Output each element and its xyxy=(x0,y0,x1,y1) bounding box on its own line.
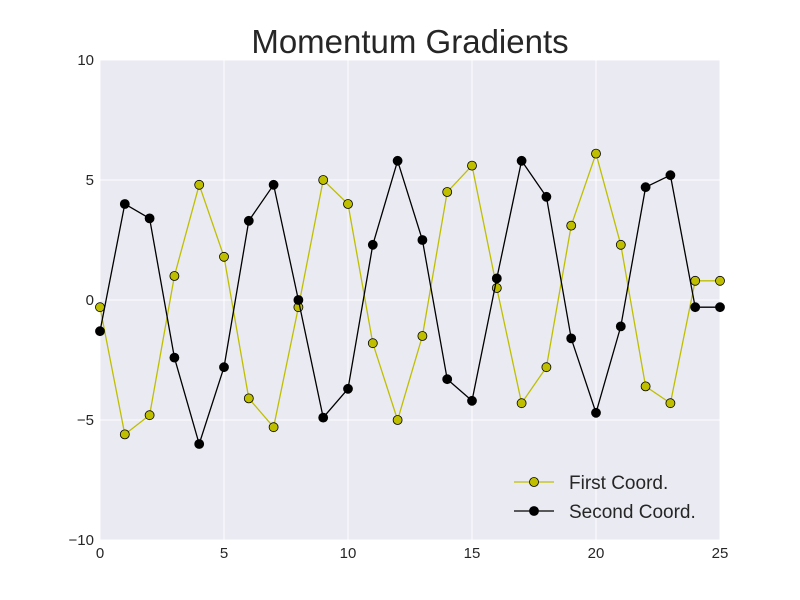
data-point xyxy=(715,302,725,313)
data-point xyxy=(318,175,329,185)
x-tick-label: 20 xyxy=(588,545,605,562)
data-point xyxy=(491,273,502,284)
data-point xyxy=(119,199,130,209)
series-layer xyxy=(95,148,725,449)
data-point xyxy=(442,187,453,197)
data-point xyxy=(268,179,279,190)
data-point xyxy=(541,362,552,373)
data-point xyxy=(219,251,229,262)
data-point xyxy=(95,302,105,313)
series-line xyxy=(99,158,720,447)
legend: First Coord. Second Coord. xyxy=(514,473,696,523)
data-point xyxy=(367,338,378,349)
legend-item: First Coord. xyxy=(514,473,668,494)
data-point xyxy=(690,275,701,286)
legend-item: Second Coord. xyxy=(514,502,696,523)
data-point xyxy=(541,191,552,202)
data-point xyxy=(119,429,130,440)
data-point xyxy=(516,398,527,409)
x-tick-label: 0 xyxy=(96,545,104,562)
data-point xyxy=(194,179,205,190)
legend-marker xyxy=(529,506,539,516)
y-tick-label: 0 xyxy=(86,292,94,309)
data-point xyxy=(467,395,477,406)
data-point xyxy=(343,383,353,394)
data-point xyxy=(243,215,254,226)
data-point xyxy=(169,271,180,281)
data-point xyxy=(591,407,601,418)
data-point xyxy=(318,412,329,423)
data-point xyxy=(367,239,378,250)
y-tick-label: 10 xyxy=(77,52,94,69)
data-point xyxy=(640,381,651,392)
data-point xyxy=(591,148,601,159)
data-point xyxy=(268,422,279,433)
data-point xyxy=(640,182,651,193)
data-point xyxy=(392,415,403,425)
data-point xyxy=(690,302,701,313)
data-point xyxy=(417,331,428,341)
series-line xyxy=(99,151,720,436)
data-point xyxy=(442,374,453,385)
tick-labels: 0 5 10 15 20 25 −10 −5 0 5 10 xyxy=(69,52,729,562)
series-2 xyxy=(95,155,725,449)
data-point xyxy=(169,352,180,363)
data-point xyxy=(715,275,725,286)
y-tick-label: −10 xyxy=(69,532,94,549)
data-point xyxy=(516,155,527,166)
x-tick-label: 5 xyxy=(220,545,228,562)
x-tick-label: 10 xyxy=(340,545,357,562)
y-tick-label: −5 xyxy=(77,412,94,429)
data-point xyxy=(566,333,577,344)
data-point xyxy=(615,321,626,332)
data-point xyxy=(144,410,155,421)
data-point xyxy=(467,160,477,171)
data-point xyxy=(665,170,676,181)
y-tick-label: 5 xyxy=(86,172,94,189)
data-point xyxy=(194,439,205,449)
data-point xyxy=(219,362,229,373)
chart-title: Momentum Gradients xyxy=(251,23,568,60)
grid-lines xyxy=(99,59,721,541)
legend-label: Second Coord. xyxy=(569,502,696,523)
data-point xyxy=(243,393,254,404)
data-point xyxy=(343,199,353,209)
data-point xyxy=(95,326,105,337)
data-point xyxy=(293,295,304,305)
legend-label: First Coord. xyxy=(569,473,668,494)
data-point xyxy=(144,213,155,224)
x-tick-label: 25 xyxy=(712,545,729,562)
x-tick-label: 15 xyxy=(464,545,481,562)
data-point xyxy=(392,155,403,166)
data-point xyxy=(417,235,428,245)
data-point xyxy=(615,239,626,250)
data-point xyxy=(566,220,577,231)
data-point xyxy=(665,398,676,409)
legend-marker xyxy=(529,477,539,487)
series-1 xyxy=(95,148,725,440)
